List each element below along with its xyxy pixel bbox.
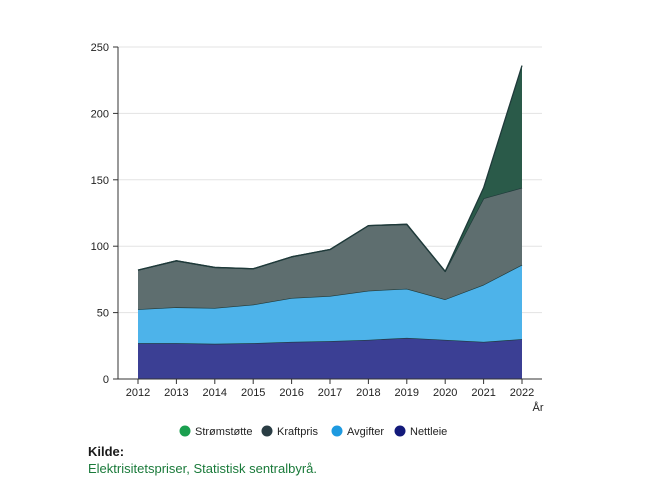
x-tick-label: 2012 <box>126 387 150 399</box>
x-tick-label: 2013 <box>164 387 188 399</box>
legend-label: Kraftpris <box>277 426 318 438</box>
x-tick-label: 2014 <box>203 387 227 399</box>
legend-marker <box>261 425 273 437</box>
legend-label: Nettleie <box>410 426 447 438</box>
legend-item-kraftpris: Kraftpris <box>261 425 318 438</box>
y-tick-label: 0 <box>103 374 109 386</box>
x-tick-label: 2019 <box>395 387 419 399</box>
y-tick-label: 150 <box>91 175 109 187</box>
legend-item-nettleie: Nettleie <box>394 425 447 438</box>
legend-marker <box>331 425 343 437</box>
y-tick-label: 200 <box>91 108 109 120</box>
y-tick-label: 250 <box>91 42 109 54</box>
legend-item-avgifter: Avgifter <box>331 425 384 438</box>
area-series <box>137 65 523 379</box>
source-title: Kilde: <box>88 444 125 459</box>
legend-label: Avgifter <box>347 426 384 438</box>
legend-marker <box>179 425 191 437</box>
legend-item-strømstøtte: Strømstøtte <box>179 425 252 438</box>
x-tick-label: 2022 <box>510 387 534 399</box>
area-avgifter <box>138 264 522 344</box>
x-tick-label: 2021 <box>471 387 495 399</box>
x-tick-label: 2018 <box>356 387 380 399</box>
source-text: Elektrisitetspriser, Statistisk sentralb… <box>88 461 318 476</box>
area-kraftpris <box>138 187 522 310</box>
x-tick-label: 2020 <box>433 387 457 399</box>
area-nettleie <box>138 337 522 379</box>
x-axis-label: År <box>533 401 544 414</box>
x-tick-label: 2015 <box>241 387 265 399</box>
y-tick-label: 50 <box>97 308 109 320</box>
source-block: Kilde: Elektrisitetspriser, Statistisk s… <box>88 444 317 477</box>
y-tick-label: 100 <box>91 241 109 253</box>
area-edge-strømstøtte <box>137 65 523 273</box>
x-tick-label: 2016 <box>279 387 303 399</box>
legend-marker <box>394 425 406 437</box>
legend-label: Strømstøtte <box>195 426 252 438</box>
legend: Strømstøtte Kraftpris Avgifter Nettleie <box>179 425 447 438</box>
x-tick-label: 2017 <box>318 387 342 399</box>
axes: 0 50 100 150 200 250 2012 2013 2014 2015 2016 2017 2… <box>91 42 544 414</box>
